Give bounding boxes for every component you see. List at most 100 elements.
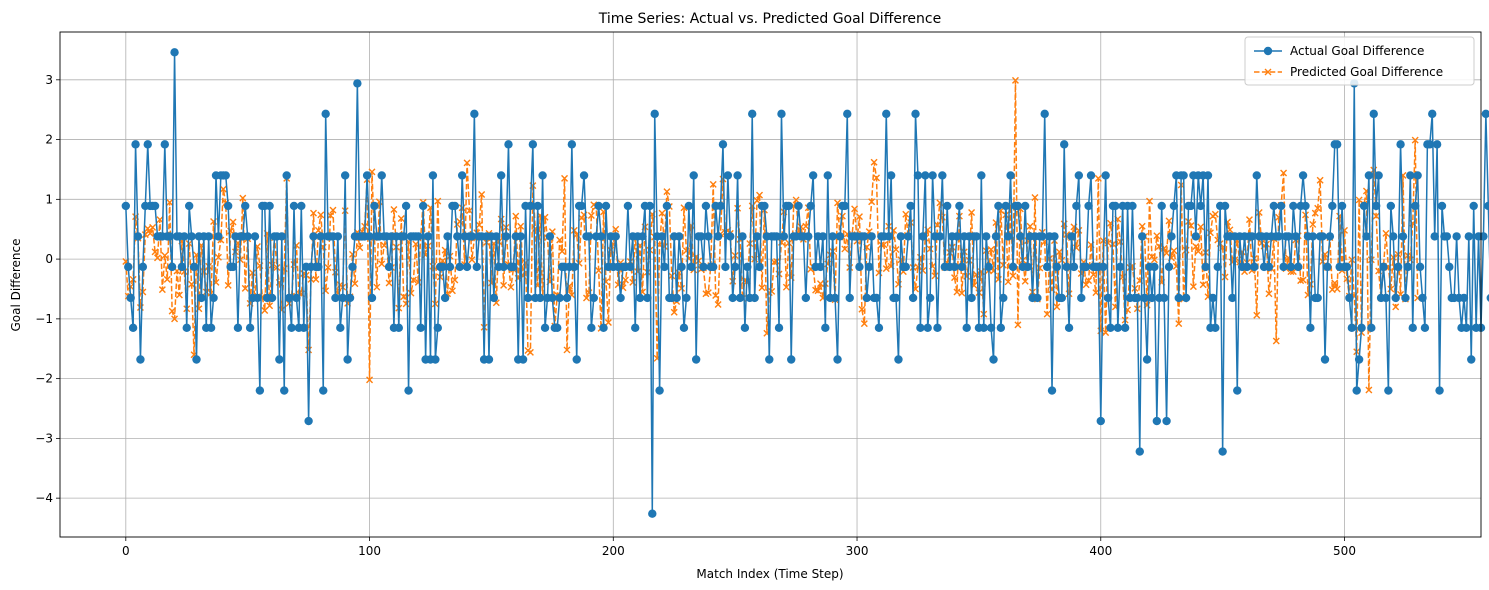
y-tick-label: 0: [45, 252, 53, 266]
actual-marker: [1381, 293, 1391, 303]
actual-marker: [233, 323, 243, 333]
predicted-marker: [1043, 310, 1051, 318]
actual-marker: [906, 201, 915, 211]
predicted-marker: [309, 209, 317, 217]
actual-marker: [777, 109, 786, 119]
actual-marker: [304, 416, 313, 426]
actual-marker: [721, 262, 730, 272]
predicted-marker: [229, 218, 237, 226]
actual-marker: [925, 293, 935, 303]
actual-marker: [991, 232, 1001, 241]
actual-marker: [1469, 201, 1478, 211]
actual-marker: [950, 262, 959, 272]
actual-marker: [1357, 323, 1366, 333]
actual-marker: [1211, 323, 1220, 333]
actual-marker: [830, 293, 840, 303]
predicted-marker: [1192, 243, 1200, 251]
predicted-marker: [999, 261, 1007, 269]
actual-marker: [282, 171, 291, 180]
actual-marker: [457, 171, 467, 180]
actual-marker: [840, 201, 850, 211]
actual-marker: [943, 201, 952, 211]
actual-marker: [923, 323, 932, 333]
actual-marker: [772, 232, 781, 241]
actual-marker: [1479, 232, 1488, 241]
actual-marker: [428, 171, 438, 180]
predicted-marker: [478, 191, 486, 199]
actual-marker: [1021, 201, 1030, 211]
predicted-marker: [802, 222, 810, 230]
actual-marker: [1432, 140, 1442, 149]
actual-marker: [121, 201, 131, 211]
actual-marker: [180, 232, 189, 241]
actual-marker: [1445, 262, 1454, 272]
predicted-marker: [1272, 337, 1280, 345]
predicted-marker: [768, 287, 776, 295]
predicted-marker: [475, 221, 483, 229]
actual-marker: [626, 262, 635, 272]
predicted-marker: [1316, 176, 1324, 184]
predicted-marker: [1153, 232, 1161, 240]
actual-marker: [253, 293, 262, 303]
actual-marker: [1301, 201, 1310, 211]
actual-marker: [1016, 232, 1025, 241]
actual-marker: [967, 293, 976, 303]
actual-marker: [548, 293, 557, 303]
actual-marker: [401, 201, 411, 211]
actual-marker: [1201, 262, 1210, 272]
legend-box: [1244, 36, 1475, 86]
actual-marker: [133, 232, 143, 241]
predicted-marker: [1109, 240, 1117, 248]
actual-marker: [499, 262, 508, 272]
actual-marker: [204, 232, 213, 241]
actual-marker: [999, 293, 1008, 303]
actual-marker: [884, 232, 893, 241]
y-tick-label: −3: [35, 431, 53, 445]
predicted-marker: [1165, 217, 1173, 225]
actual-marker: [1410, 201, 1420, 211]
legend-actual-marker: [1263, 46, 1273, 56]
actual-marker: [645, 201, 655, 211]
predicted-marker: [171, 315, 179, 323]
actual-marker: [206, 323, 216, 333]
predicted-marker: [1389, 253, 1397, 261]
actual-marker: [855, 262, 864, 272]
actual-marker: [362, 171, 372, 180]
actual-marker: [599, 323, 608, 333]
predicted-marker: [149, 223, 157, 231]
actual-marker: [935, 232, 945, 241]
predicted-marker: [219, 185, 227, 193]
predicted-marker: [1411, 136, 1419, 144]
actual-marker: [450, 201, 460, 211]
predicted-marker: [704, 289, 712, 297]
predicted-marker: [709, 180, 717, 188]
actual-marker: [1203, 171, 1213, 180]
predicted-marker: [1311, 209, 1319, 217]
actual-marker: [696, 232, 706, 241]
actual-marker: [518, 355, 528, 364]
actual-marker: [367, 293, 377, 303]
actual-marker: [918, 232, 928, 241]
actual-marker: [1413, 171, 1422, 180]
actual-marker: [1191, 232, 1201, 241]
predicted-marker: [612, 225, 620, 233]
actual-marker: [1415, 262, 1425, 272]
actual-marker: [165, 232, 174, 241]
predicted-marker: [1265, 290, 1273, 298]
predicted-marker: [329, 206, 337, 214]
actual-marker: [1072, 201, 1081, 211]
actual-marker: [309, 232, 318, 241]
predicted-marker: [1367, 256, 1375, 264]
actual-marker: [1396, 140, 1405, 149]
predicted-marker: [380, 241, 388, 249]
actual-marker: [353, 79, 362, 88]
actual-marker: [1428, 109, 1437, 119]
predicted-marker: [595, 266, 603, 274]
actual-marker: [1157, 201, 1166, 211]
predicted-marker: [1053, 303, 1061, 311]
predicted-marker: [1104, 239, 1112, 247]
actual-marker: [674, 232, 684, 241]
actual-marker: [657, 232, 667, 241]
actual-marker: [794, 201, 803, 211]
actual-marker: [1164, 262, 1174, 272]
